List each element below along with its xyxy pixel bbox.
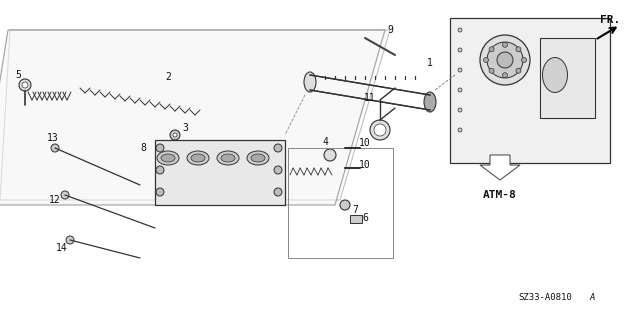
Circle shape <box>19 79 31 91</box>
Circle shape <box>324 149 336 161</box>
Text: 9: 9 <box>387 25 393 35</box>
Bar <box>155 140 285 205</box>
Text: 14: 14 <box>56 243 68 253</box>
Text: 11: 11 <box>364 93 376 103</box>
Ellipse shape <box>424 92 436 112</box>
Text: 13: 13 <box>47 133 59 143</box>
Circle shape <box>502 42 508 47</box>
Circle shape <box>170 130 180 140</box>
Circle shape <box>489 47 494 52</box>
Circle shape <box>156 144 164 152</box>
Circle shape <box>156 188 164 196</box>
Text: 3: 3 <box>182 123 188 133</box>
Ellipse shape <box>543 57 568 93</box>
Text: 5: 5 <box>15 70 21 80</box>
Circle shape <box>483 57 488 63</box>
Polygon shape <box>0 30 390 200</box>
Text: 6: 6 <box>362 213 368 223</box>
Text: FR.: FR. <box>600 15 620 25</box>
Circle shape <box>22 82 28 88</box>
Text: 2: 2 <box>165 72 171 82</box>
Circle shape <box>516 68 521 73</box>
Circle shape <box>374 124 386 136</box>
Ellipse shape <box>221 154 235 162</box>
Circle shape <box>340 200 350 210</box>
Bar <box>450 18 610 163</box>
Circle shape <box>274 166 282 174</box>
Text: 12: 12 <box>49 195 61 205</box>
Bar <box>350 215 362 223</box>
Bar <box>288 148 393 258</box>
Ellipse shape <box>157 151 179 165</box>
Circle shape <box>458 88 462 92</box>
Circle shape <box>458 68 462 72</box>
Polygon shape <box>480 155 520 180</box>
Circle shape <box>497 52 513 68</box>
Circle shape <box>516 47 521 52</box>
Circle shape <box>156 166 164 174</box>
Text: SZ33-A0810: SZ33-A0810 <box>518 293 572 302</box>
Circle shape <box>489 68 494 73</box>
Text: 7: 7 <box>352 205 358 215</box>
Circle shape <box>370 120 390 140</box>
Circle shape <box>458 128 462 132</box>
Bar <box>540 38 595 118</box>
Circle shape <box>458 48 462 52</box>
Ellipse shape <box>187 151 209 165</box>
Polygon shape <box>0 30 385 205</box>
Circle shape <box>61 191 69 199</box>
Ellipse shape <box>247 151 269 165</box>
Text: A: A <box>589 293 595 302</box>
Circle shape <box>522 57 527 63</box>
Circle shape <box>480 35 530 85</box>
Text: 10: 10 <box>359 160 371 170</box>
Circle shape <box>458 28 462 32</box>
Text: 8: 8 <box>140 143 146 153</box>
Text: 4: 4 <box>322 137 328 147</box>
Ellipse shape <box>161 154 175 162</box>
Ellipse shape <box>251 154 265 162</box>
Circle shape <box>66 236 74 244</box>
Circle shape <box>173 133 177 137</box>
Text: 1: 1 <box>427 58 433 68</box>
Circle shape <box>51 144 59 152</box>
Ellipse shape <box>217 151 239 165</box>
Circle shape <box>487 42 523 78</box>
Text: 10: 10 <box>359 138 371 148</box>
Circle shape <box>502 73 508 78</box>
Ellipse shape <box>191 154 205 162</box>
Circle shape <box>274 188 282 196</box>
Circle shape <box>458 108 462 112</box>
Circle shape <box>274 144 282 152</box>
Ellipse shape <box>304 72 316 92</box>
Text: ATM-8: ATM-8 <box>483 190 517 200</box>
